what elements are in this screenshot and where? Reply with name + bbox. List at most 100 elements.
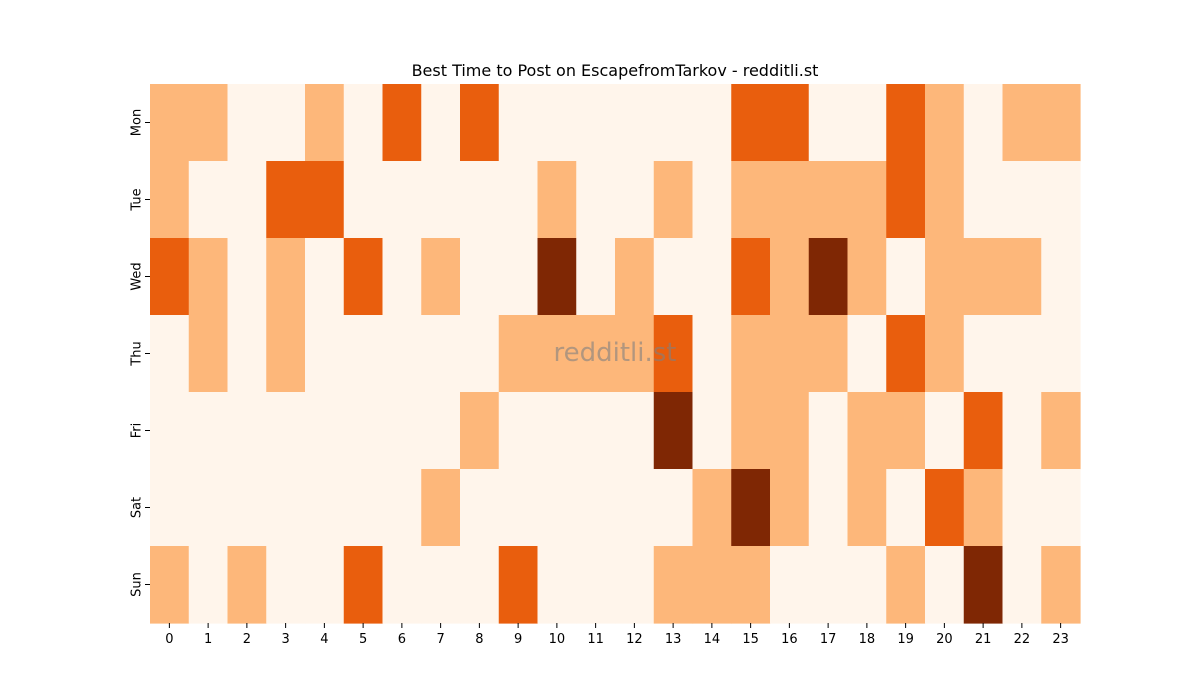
heatmap-cell-sat-4 <box>305 469 345 547</box>
x-tick-label-19: 19 <box>897 632 914 647</box>
heatmap-cell-fri-0 <box>150 392 190 470</box>
heatmap-cell-sun-17 <box>808 546 849 624</box>
heatmap-cell-sun-2 <box>227 546 267 624</box>
heatmap-cell-wed-16 <box>770 238 810 316</box>
heatmap-cell-thu-11 <box>576 315 616 393</box>
heatmap-cell-sun-8 <box>460 546 500 624</box>
heatmap-cell-thu-18 <box>847 315 887 393</box>
heatmap-cell-thu-2 <box>227 315 267 393</box>
heatmap-cell-wed-14 <box>692 238 732 316</box>
heatmap-cell-sat-12 <box>615 469 655 547</box>
heatmap-cell-mon-5 <box>343 84 384 162</box>
heatmap-cell-mon-3 <box>266 84 306 162</box>
heatmap-cell-wed-22 <box>1002 238 1042 316</box>
heatmap-cell-sun-9 <box>498 546 539 624</box>
heatmap-cell-fri-21 <box>963 392 1004 470</box>
heatmap-cell-sat-11 <box>576 469 616 547</box>
heatmap-cell-sat-18 <box>847 469 887 547</box>
heatmap-cell-tue-11 <box>576 161 616 239</box>
heatmap-cell-thu-19 <box>886 315 926 393</box>
heatmap-cell-wed-15 <box>731 238 771 316</box>
heatmap-cell-sat-21 <box>963 469 1004 547</box>
heatmap-cell-wed-7 <box>421 238 461 316</box>
heatmap-cell-sat-7 <box>421 469 461 547</box>
heatmap-cell-sat-3 <box>266 469 306 547</box>
heatmap-cell-tue-20 <box>925 161 965 239</box>
heatmap-cell-thu-1 <box>188 315 229 393</box>
heatmap-cell-tue-9 <box>498 161 539 239</box>
heatmap-cell-wed-19 <box>886 238 926 316</box>
x-tick-label-16: 16 <box>781 632 798 647</box>
heatmap-cell-tue-2 <box>227 161 267 239</box>
heatmap-cell-tue-16 <box>770 161 810 239</box>
heatmap-cell-sun-3 <box>266 546 306 624</box>
x-tick-label-8: 8 <box>475 632 483 647</box>
heatmap-cell-tue-14 <box>692 161 732 239</box>
heatmap-cell-thu-3 <box>266 315 306 393</box>
x-tick-label-18: 18 <box>859 632 876 647</box>
heatmap-cell-wed-10 <box>537 238 577 316</box>
heatmap-cell-thu-0 <box>150 315 190 393</box>
heatmap-cell-fri-4 <box>305 392 345 470</box>
heatmap-cell-mon-4 <box>305 84 345 162</box>
heatmap-cell-mon-13 <box>653 84 694 162</box>
heatmap-cell-mon-9 <box>498 84 539 162</box>
heatmap-cell-mon-20 <box>925 84 965 162</box>
y-tick-label-sun: Sun <box>130 572 145 597</box>
heatmap-cell-sun-18 <box>847 546 887 624</box>
heatmap-cell-sat-1 <box>188 469 229 547</box>
heatmap-cell-tue-10 <box>537 161 577 239</box>
heatmap-cell-sat-20 <box>925 469 965 547</box>
heatmap-cell-wed-4 <box>305 238 345 316</box>
heatmap-cell-tue-7 <box>421 161 461 239</box>
heatmap-cell-mon-12 <box>615 84 655 162</box>
heatmap-cell-tue-5 <box>343 161 384 239</box>
heatmap-cell-sun-19 <box>886 546 926 624</box>
heatmap-cell-sun-23 <box>1041 546 1081 624</box>
heatmap-cell-fri-22 <box>1002 392 1042 470</box>
chart-title: Best Time to Post on EscapefromTarkov - … <box>412 61 819 80</box>
heatmap-cell-tue-1 <box>188 161 229 239</box>
heatmap-cell-fri-20 <box>925 392 965 470</box>
heatmap-cell-sun-13 <box>653 546 694 624</box>
heatmap-cells <box>150 84 1081 624</box>
heatmap-cell-thu-21 <box>963 315 1004 393</box>
heatmap-cell-tue-22 <box>1002 161 1042 239</box>
heatmap-cell-sun-6 <box>382 546 422 624</box>
heatmap-cell-sun-14 <box>692 546 732 624</box>
heatmap-cell-fri-7 <box>421 392 461 470</box>
heatmap-cell-tue-17 <box>808 161 849 239</box>
y-tick-label-thu: Thu <box>130 341 145 366</box>
heatmap-cell-wed-9 <box>498 238 539 316</box>
heatmap-cell-sun-12 <box>615 546 655 624</box>
heatmap-cell-wed-3 <box>266 238 306 316</box>
heatmap-cell-thu-14 <box>692 315 732 393</box>
watermark: redditli.st <box>554 338 677 368</box>
heatmap-cell-fri-18 <box>847 392 887 470</box>
heatmap-cell-sat-6 <box>382 469 422 547</box>
x-tick-label-17: 17 <box>820 632 837 647</box>
heatmap-cell-thu-9 <box>498 315 539 393</box>
heatmap-cell-mon-8 <box>460 84 500 162</box>
heatmap-cell-tue-0 <box>150 161 190 239</box>
heatmap-cell-fri-9 <box>498 392 539 470</box>
y-tick-label-fri: Fri <box>130 423 145 439</box>
heatmap-cell-sat-17 <box>808 469 849 547</box>
heatmap-cell-wed-13 <box>653 238 694 316</box>
heatmap-cell-thu-5 <box>343 315 384 393</box>
heatmap-cell-mon-19 <box>886 84 926 162</box>
heatmap-cell-thu-17 <box>808 315 849 393</box>
heatmap-cell-mon-14 <box>692 84 732 162</box>
heatmap-cell-fri-16 <box>770 392 810 470</box>
heatmap-cell-wed-12 <box>615 238 655 316</box>
x-tick-label-13: 13 <box>665 632 682 647</box>
heatmap-cell-fri-17 <box>808 392 849 470</box>
x-tick-label-23: 23 <box>1052 632 1069 647</box>
heatmap-cell-tue-3 <box>266 161 306 239</box>
heatmap-cell-sat-2 <box>227 469 267 547</box>
heatmap-cell-thu-13 <box>653 315 694 393</box>
heatmap-cell-fri-3 <box>266 392 306 470</box>
heatmap-cell-wed-0 <box>150 238 190 316</box>
heatmap-cell-thu-15 <box>731 315 771 393</box>
heatmap-cell-sun-11 <box>576 546 616 624</box>
